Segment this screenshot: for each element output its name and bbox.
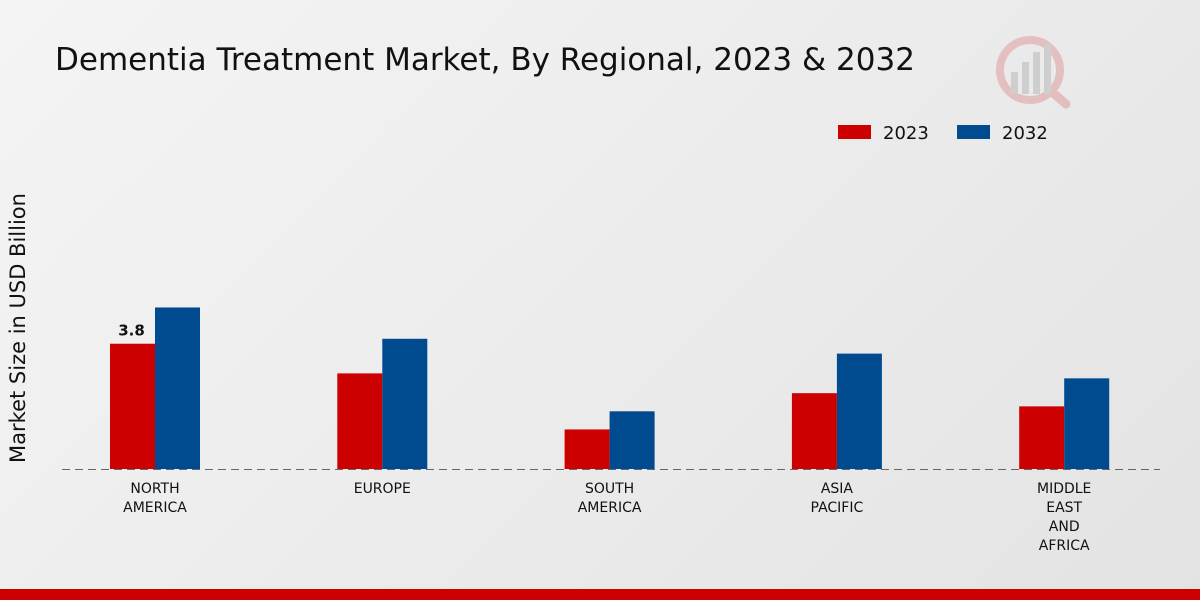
bar-2032-0 <box>155 307 200 469</box>
legend: 2023 2032 <box>838 123 1048 144</box>
data-label-0-0: 3.8 <box>118 322 145 340</box>
legend-label-2032: 2032 <box>1002 123 1048 144</box>
bar-2023-0 <box>110 343 155 469</box>
bar-2023-1 <box>337 373 383 469</box>
bar-2023-3 <box>791 393 837 469</box>
watermark-logo-icon <box>996 36 1071 109</box>
data-labels: 3.8 <box>118 322 145 340</box>
bar-2032-1 <box>382 338 428 469</box>
bar-2032-4 <box>1064 378 1110 469</box>
x-tick-label-2: SOUTH AMERICA <box>578 481 642 516</box>
legend-swatch-2023 <box>838 125 871 139</box>
x-tick-label-0: NORTH AMERICA <box>123 481 187 516</box>
x-tick-label-4: MIDDLE EAST AND AFRICA <box>1037 481 1091 554</box>
bottom-accent-bar <box>0 589 1200 600</box>
bar-2032-3 <box>836 353 882 469</box>
bar-2032-2 <box>609 411 655 469</box>
x-tick-label-3: ASIA PACIFIC <box>811 481 864 516</box>
y-axis-label: Market Size in USD Billion <box>6 193 30 463</box>
bar-2023-4 <box>1019 406 1065 469</box>
legend-label-2023: 2023 <box>883 123 929 144</box>
x-tick-label-1: EUROPE <box>354 481 411 497</box>
legend-swatch-2032 <box>957 125 990 139</box>
bar-2023-2 <box>564 429 610 469</box>
x-tick-labels: NORTH AMERICA EUROPE SOUTH AMERICA ASIA PACIFI… <box>123 481 1091 554</box>
chart-title: Dementia Treatment Market, By Regional, … <box>55 42 915 78</box>
bars-group <box>110 307 1110 469</box>
